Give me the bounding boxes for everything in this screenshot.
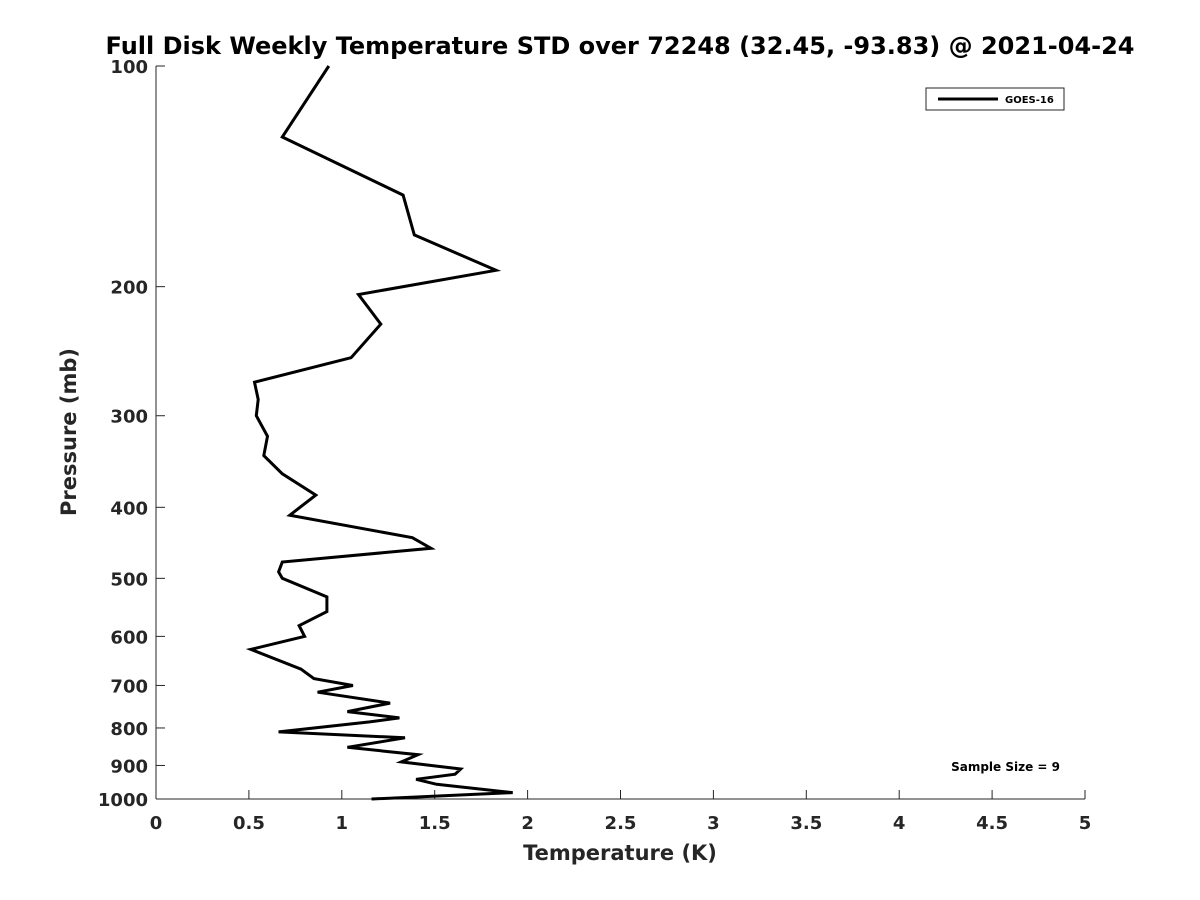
sample-size-annotation: Sample Size = 9 xyxy=(951,760,1060,774)
x-tick-label: 1.5 xyxy=(419,813,451,834)
y-tick-label: 500 xyxy=(110,569,148,590)
x-tick-label: 2 xyxy=(521,813,534,834)
x-axis: 0 0.5 1 1.5 2 2.5 3 3.5 4 4.5 5 xyxy=(150,790,1092,834)
plot-area xyxy=(155,66,1085,800)
y-axis: 100 200 300 400 500 600 700 800 900 1000 xyxy=(98,57,165,811)
x-axis-label: Temperature (K) xyxy=(523,841,717,865)
x-tick-label: 0.5 xyxy=(233,813,265,834)
chart-title: Full Disk Weekly Temperature STD over 72… xyxy=(106,32,1135,60)
legend: GOES-16 xyxy=(925,87,1065,111)
x-tick-label: 3.5 xyxy=(790,813,822,834)
x-tick-label: 4.5 xyxy=(976,813,1008,834)
series-layer xyxy=(245,65,513,801)
x-tick-label: 5 xyxy=(1079,813,1092,834)
y-axis-label: Pressure (mb) xyxy=(57,348,81,516)
y-tick-label: 400 xyxy=(110,498,148,519)
x-tick-label: 4 xyxy=(893,813,906,834)
y-tick-label: 300 xyxy=(110,407,148,428)
y-tick-label: 1000 xyxy=(98,790,148,811)
y-tick-label: 100 xyxy=(110,57,148,78)
legend-label-goes-16: GOES-16 xyxy=(1005,95,1054,106)
y-tick-label: 600 xyxy=(110,627,148,648)
y-tick-label: 700 xyxy=(110,676,148,697)
series-line-goes-16 xyxy=(245,65,513,801)
x-tick-label: 1 xyxy=(336,813,349,834)
y-tick-label: 200 xyxy=(110,278,148,299)
y-tick-label: 800 xyxy=(110,719,148,740)
y-tick-label: 900 xyxy=(110,756,148,777)
x-tick-label: 0 xyxy=(150,813,163,834)
x-tick-label: 2.5 xyxy=(605,813,637,834)
x-tick-label: 3 xyxy=(707,813,720,834)
